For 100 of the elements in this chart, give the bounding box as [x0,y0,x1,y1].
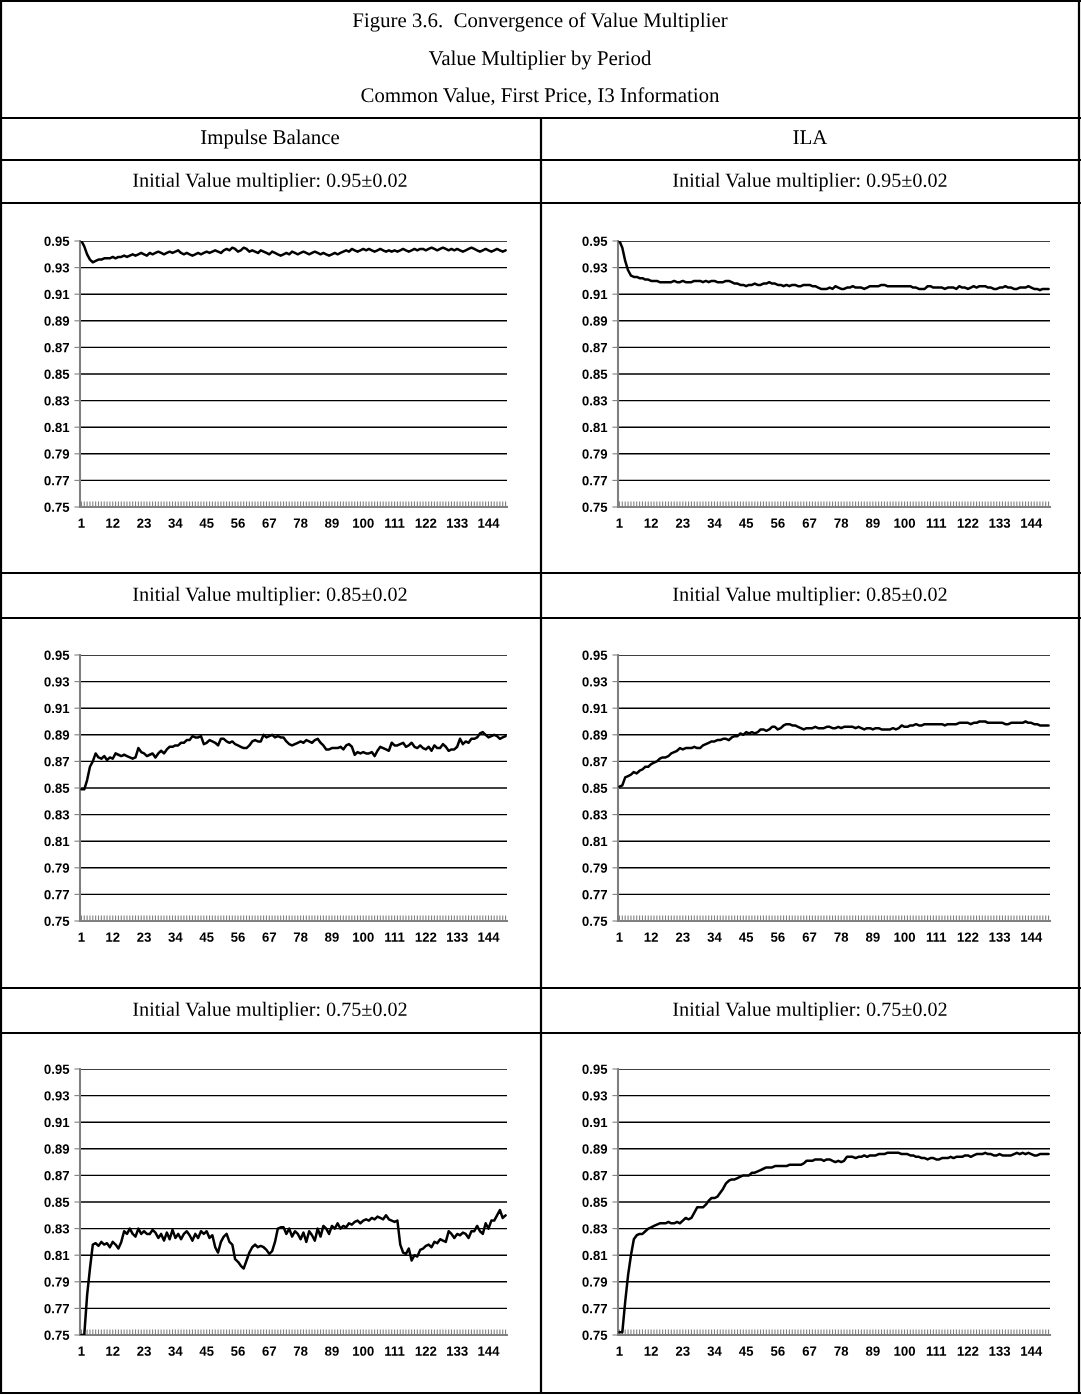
y-tick-label: 0.89 [582,316,608,326]
x-tick-label: 133 [989,1346,1011,1356]
x-tick-label: 78 [293,1346,308,1356]
x-tick-label: 23 [675,518,690,528]
chart-title: Initial Value multiplier: 0.95±0.02 [133,172,407,192]
y-tick-label: 0.93 [582,1091,608,1101]
x-tick-label: 1 [616,518,623,528]
x-tick-label: 67 [262,1346,277,1356]
x-tick-label: 12 [106,932,120,942]
y-tick-label: 0.91 [44,289,70,300]
x-tick-label: 144 [1021,932,1043,942]
x-tick-label: 12 [644,932,658,942]
x-tick-label: 133 [447,932,468,942]
y-tick-label: 0.95 [44,650,70,660]
y-tick-label: 0.91 [44,1117,70,1128]
y-tick-label: 0.95 [582,650,608,660]
text: ILA [793,130,828,145]
x-tick-label: 111 [385,1346,405,1356]
x-tick-label: 34 [707,518,722,528]
y-tick-label: 0.77 [44,475,70,486]
x-tick-label: 100 [894,932,916,942]
x-tick-label: 56 [770,518,785,528]
x-tick-label: 133 [447,1346,468,1356]
x-tick-label: 122 [957,518,979,528]
x-tick-label: 1 [616,1346,623,1356]
x-tick-label: 100 [894,518,916,528]
x-tick-label: 144 [478,1346,500,1356]
x-tick-label: 12 [644,518,658,528]
x-tick-label: 23 [137,932,151,942]
y-tick-label: 0.87 [582,342,608,353]
x-tick-label: 89 [325,1346,339,1356]
x-tick-label: 34 [168,932,183,942]
x-tick-label: 122 [957,932,979,942]
y-tick-label: 0.83 [44,810,70,820]
x-tick-label: 89 [865,932,880,942]
x-tick-label: 133 [447,518,468,528]
x-tick-label: 111 [926,518,947,528]
y-tick-label: 0.91 [582,289,608,300]
x-tick-label: 56 [231,932,245,942]
y-tick-label: 0.95 [582,236,608,246]
x-tick-label: 45 [739,518,754,528]
y-tick-label: 0.81 [44,1250,70,1261]
y-tick-label: 0.79 [44,449,70,459]
x-tick-label: 89 [325,932,339,942]
x-tick-label: 56 [770,932,785,942]
y-tick-label: 0.79 [44,1277,70,1287]
x-tick-label: 67 [802,1346,817,1356]
y-tick-label: 0.75 [582,916,608,926]
x-tick-label: 34 [707,932,722,942]
text: Value Multiplier by Period [428,50,652,70]
x-tick-label: 45 [739,932,754,942]
x-tick-label: 45 [199,1346,214,1356]
y-tick-label: 0.77 [582,1303,608,1314]
x-tick-label: 100 [353,518,374,528]
x-tick-label: 111 [926,932,947,942]
y-tick-label: 0.89 [44,1144,70,1154]
x-tick-label: 78 [834,1346,849,1356]
x-tick-label: 45 [199,932,214,942]
y-tick-label: 0.91 [44,703,70,714]
text: Common Value, First Price, I3 Information [361,87,720,106]
y-tick-label: 0.93 [44,1091,70,1101]
x-tick-label: 122 [415,1346,437,1356]
x-tick-label: 12 [644,1346,658,1356]
x-tick-label: 23 [137,518,151,528]
x-tick-label: 144 [1021,1346,1043,1356]
x-tick-label: 78 [834,932,849,942]
x-tick-label: 133 [989,518,1011,528]
x-tick-label: 23 [675,932,690,942]
x-tick-label: 122 [415,518,437,528]
x-tick-label: 56 [231,518,245,528]
y-tick-label: 0.89 [582,730,608,740]
y-tick-label: 0.85 [582,369,608,379]
x-tick-label: 133 [989,932,1011,942]
x-tick-label: 78 [293,932,308,942]
x-tick-label: 67 [802,518,817,528]
x-tick-label: 45 [199,518,214,528]
y-tick-label: 0.91 [582,703,608,714]
x-tick-label: 12 [106,1346,120,1356]
y-tick-label: 0.91 [582,1117,608,1128]
chart-title: Initial Value multiplier: 0.75±0.02 [133,1001,407,1021]
y-tick-label: 0.83 [582,396,608,406]
y-tick-label: 0.85 [44,1197,70,1207]
y-tick-label: 0.85 [582,1197,608,1207]
text: Impulse Balance [201,129,339,149]
y-tick-label: 0.75 [44,1330,70,1340]
y-tick-label: 0.79 [582,1277,608,1287]
x-tick-label: 89 [865,1346,880,1356]
x-tick-label: 56 [231,1346,245,1356]
chart-title: Initial Value multiplier: 0.95±0.02 [673,172,947,192]
y-tick-label: 0.81 [582,836,608,847]
y-tick-label: 0.89 [44,316,70,326]
x-tick-label: 111 [385,932,405,942]
x-tick-label: 111 [385,518,405,528]
x-tick-label: 89 [325,518,339,528]
y-tick-label: 0.75 [44,502,70,512]
x-tick-label: 34 [168,518,183,528]
y-tick-label: 0.93 [44,677,70,687]
y-tick-label: 0.79 [582,449,608,459]
x-tick-label: 89 [865,518,880,528]
x-tick-label: 111 [926,1346,947,1356]
